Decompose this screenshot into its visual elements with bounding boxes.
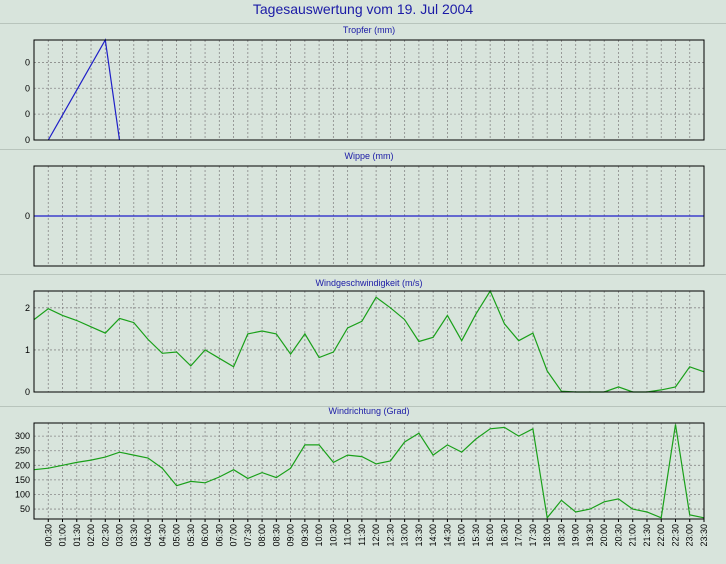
x-tick-label: 08:00: [257, 524, 267, 547]
y-tick-label: 1: [25, 345, 30, 355]
x-tick-label: 11:30: [357, 524, 367, 546]
x-tick-label: 10:00: [314, 524, 324, 547]
panel-title: Tropfer (mm): [343, 25, 395, 35]
x-tick-label: 20:00: [599, 524, 609, 547]
x-tick-label: 16:00: [485, 524, 495, 547]
x-tick-label: 11:00: [343, 524, 353, 546]
series-line-0: [47, 38, 121, 141]
x-tick-label: 07:00: [229, 524, 239, 547]
y-tick-label: 150: [15, 475, 30, 485]
panel-title: Wippe (mm): [345, 151, 394, 161]
x-tick-label: 01:30: [72, 524, 82, 547]
panel-3: Windrichtung (Grad) 50 100 150 200 250 300: [0, 406, 726, 520]
x-tick-label: 22:30: [670, 524, 680, 547]
series-line-0: [33, 289, 705, 393]
plot-frame: [33, 39, 705, 141]
x-tick-label: 18:30: [556, 524, 566, 547]
x-tick-label: 12:00: [371, 524, 381, 547]
x-tick-label: 17:30: [528, 524, 538, 547]
panel-2: Windgeschwindigkeit (m/s) 0 1 2: [0, 274, 726, 397]
plot-frame: [33, 422, 705, 520]
x-tick-label: 21:30: [642, 524, 652, 547]
x-tick-label: 05:00: [172, 524, 182, 547]
plot-border: [33, 39, 705, 141]
x-tick-label: 23:00: [685, 524, 695, 547]
x-tick-label: 06:30: [214, 524, 224, 547]
x-tick-label: 04:00: [143, 524, 153, 547]
panel-1: Wippe (mm) 0: [0, 149, 726, 267]
x-tick-label: 12:30: [385, 524, 395, 547]
y-tick-label: 0: [25, 135, 30, 145]
x-tick-label: 22:00: [656, 524, 666, 547]
x-tick-label: 13:30: [414, 524, 424, 547]
x-tick-label: 21:00: [628, 524, 638, 547]
x-tick-label: 14:30: [442, 524, 452, 547]
y-tick-label: 2: [25, 303, 30, 313]
x-tick-label: 01:00: [58, 524, 68, 547]
plot-border: [33, 290, 705, 393]
plot-frame: [33, 290, 705, 393]
x-tick-label: 19:30: [585, 524, 595, 547]
x-tick-label: 08:30: [271, 524, 281, 547]
y-tick-label: 0: [25, 211, 30, 221]
y-tick-label: 50: [20, 504, 30, 514]
x-tick-label: 03:00: [115, 524, 125, 547]
x-tick-label: 15:30: [471, 524, 481, 547]
y-tick-label: 0: [25, 109, 30, 119]
x-tick-label: 06:00: [200, 524, 210, 547]
x-tick-label: 23:30: [699, 524, 709, 547]
x-tick-label: 14:00: [428, 524, 438, 547]
y-tick-label: 0: [25, 387, 30, 397]
page-title: Tagesauswertung vom 19. Jul 2004: [252, 1, 474, 17]
x-tick-label: 18:00: [542, 524, 552, 547]
x-tick-label: 15:00: [457, 524, 467, 547]
plot-border: [33, 165, 705, 267]
x-tick-label: 00:30: [43, 524, 53, 547]
y-tick-label: 100: [15, 489, 30, 499]
panel-title: Windrichtung (Grad): [328, 406, 409, 416]
x-tick-label: 16:30: [499, 524, 509, 547]
panel-0: Tropfer (mm) 0 0 0 0: [0, 23, 726, 145]
y-tick-label: 250: [15, 446, 30, 456]
panel-title: Windgeschwindigkeit (m/s): [315, 278, 422, 288]
y-tick-label: 300: [15, 431, 30, 441]
y-tick-label: 200: [15, 460, 30, 470]
x-tick-label: 07:30: [243, 524, 253, 547]
y-tick-label: 0: [25, 57, 30, 67]
x-tick-label: 05:30: [186, 524, 196, 547]
x-tick-label: 09:30: [300, 524, 310, 547]
x-tick-label: 09:00: [286, 524, 296, 547]
x-tick-label: 04:30: [157, 524, 167, 547]
plot-border: [33, 422, 705, 520]
x-tick-label: 03:30: [129, 524, 139, 547]
x-tick-label: 13:00: [400, 524, 410, 547]
x-tick-label: 19:00: [571, 524, 581, 547]
x-tick-label: 02:00: [86, 524, 96, 547]
series-line-0: [33, 424, 705, 520]
x-tick-label: 20:30: [613, 524, 623, 547]
x-tick-label: 02:30: [100, 524, 110, 547]
y-tick-label: 0: [25, 83, 30, 93]
x-tick-label: 17:00: [514, 524, 524, 547]
x-tick-label: 10:30: [328, 524, 338, 547]
